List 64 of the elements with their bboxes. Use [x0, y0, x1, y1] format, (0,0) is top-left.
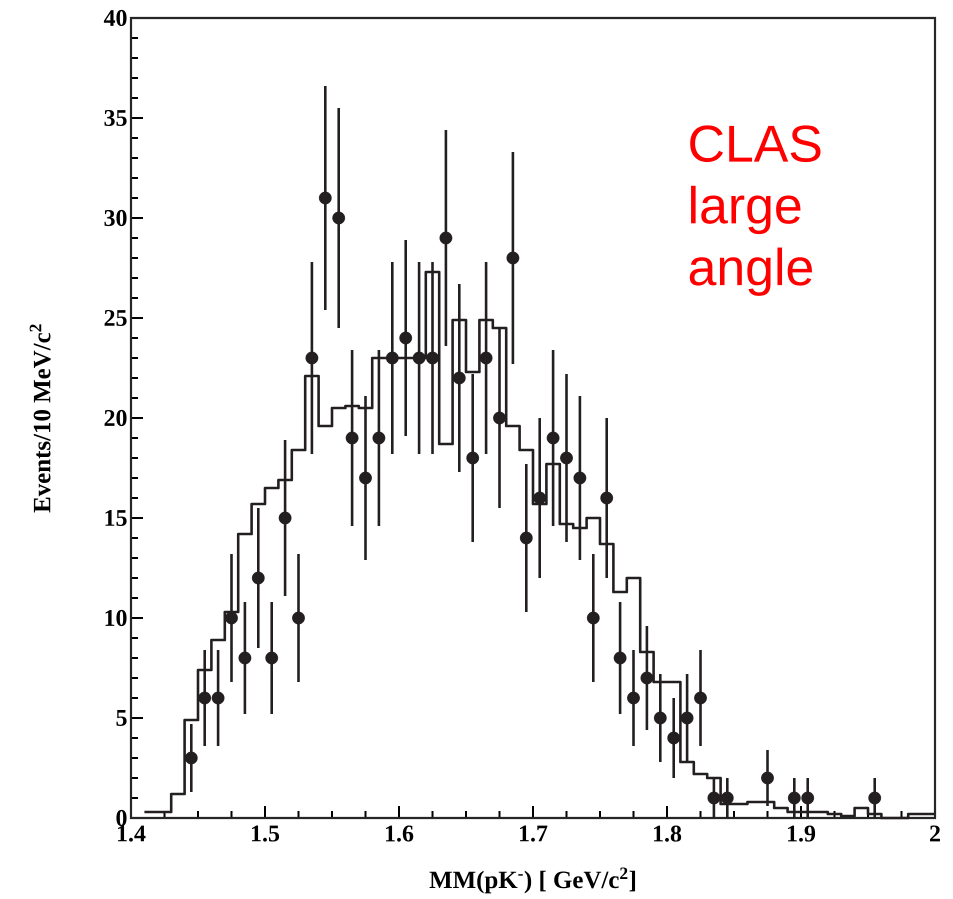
x-tick-label: 1.6 — [386, 826, 414, 842]
point — [546, 432, 560, 444]
point — [868, 792, 882, 804]
point — [574, 472, 586, 484]
y-tick-label: 40 — [104, 10, 127, 26]
point — [506, 252, 520, 264]
point — [372, 432, 386, 444]
point — [520, 532, 533, 544]
point — [238, 652, 252, 664]
x-tick-label: 1.7 — [520, 826, 548, 842]
y-tick-label: 30 — [104, 210, 127, 226]
point — [306, 352, 318, 364]
point — [586, 612, 600, 624]
point — [560, 452, 573, 464]
point — [680, 712, 694, 724]
point — [654, 712, 667, 724]
point — [801, 792, 814, 804]
point — [533, 492, 546, 504]
point — [278, 512, 292, 524]
point — [667, 732, 680, 744]
y-tick-label: 15 — [105, 510, 127, 526]
y-tick-label: 25 — [104, 310, 127, 326]
point — [386, 352, 399, 364]
point — [440, 232, 452, 244]
y-tick-label: 20 — [104, 410, 127, 426]
point — [412, 352, 426, 364]
point — [252, 572, 265, 584]
y-axis-title: Events/10 MeV/c$^{2}$ — [30, 324, 51, 512]
point — [399, 332, 412, 344]
point — [708, 792, 720, 804]
point — [184, 752, 198, 764]
x-tick-label: 1.5 — [252, 826, 280, 842]
point — [332, 212, 346, 224]
point — [426, 352, 439, 364]
point — [225, 612, 238, 624]
point — [627, 692, 640, 704]
point — [720, 792, 734, 804]
point — [359, 472, 372, 484]
x-tick-label: 1.8 — [654, 826, 682, 842]
x-tick-label: 1.4 — [118, 826, 146, 842]
point — [788, 792, 801, 804]
y-tick-label: 35 — [104, 110, 127, 126]
x-tick-label: 1.9 — [788, 826, 816, 842]
point — [761, 772, 774, 784]
y-tick-label: 10 — [105, 610, 127, 626]
point — [640, 672, 654, 684]
point — [480, 352, 492, 364]
point — [466, 452, 480, 464]
point — [493, 412, 506, 424]
point — [346, 432, 358, 444]
point — [614, 652, 627, 664]
point — [265, 652, 278, 664]
point — [694, 692, 707, 704]
point — [452, 372, 466, 384]
y-tick-label: 0 — [116, 810, 127, 826]
point — [292, 612, 305, 624]
annotation: CLAS large angle — [690, 125, 821, 296]
point — [212, 692, 224, 704]
x-tick-label: 2 — [930, 826, 940, 842]
x-axis-title: MM(pK$^{-}$) [ GeV/c$^{2}$] — [430, 867, 636, 894]
point — [318, 192, 332, 204]
point — [600, 492, 614, 504]
point — [198, 692, 212, 704]
y-tick-label: 5 — [116, 710, 127, 726]
